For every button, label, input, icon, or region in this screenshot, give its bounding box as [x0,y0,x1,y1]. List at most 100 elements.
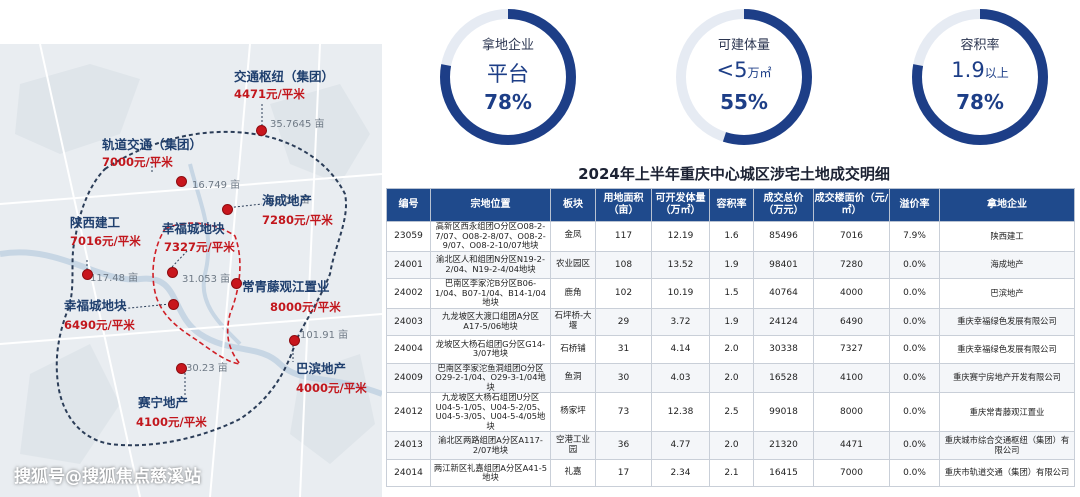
map-coord-label: 60.02 亩 [268,195,310,206]
table-cell: 0.0% [889,431,940,460]
price-label: 8000元/平米 [270,300,341,314]
table-cell: 巴南区李家沱B分区B06-1/04、B07-1/04、B14-1/04地块 [430,278,551,309]
column-header[interactable]: 可开发体量（万㎡） [651,188,710,222]
table-cell: 23059 [386,221,431,252]
table-cell: 6490 [813,307,890,337]
table-row[interactable]: 24001 渝北区人和组团N分区N19-2-2/04、N19-2-4/04地块 农业… [386,250,1075,280]
map-base-graphic [0,44,382,497]
developer-label: 常青藤观江置业 [242,279,330,294]
table-cell: 16415 [753,458,814,488]
table-cell: 24014 [386,458,431,488]
developer-label: 幸福城地块 [162,221,225,236]
table-cell: 礼嘉 [550,458,596,488]
table-row[interactable]: 24002 巴南区李家沱B分区B06-1/04、B07-1/04、B14-1/04… [386,278,1075,309]
table-row[interactable]: 24009 巴南区李家沱鱼洞组团O分区O29-2-1/04、O29-3-1/04地… [386,362,1075,394]
table-row[interactable]: 23059 高新区西永组团O分区O08-2-7/07、O08-2-8/07、O08… [386,221,1075,252]
land-deals-table: 编号 宗地位置 板块 用地面积（亩） 可开发体量（万㎡） 容积率 成交总价（万元… [386,188,1075,488]
table-cell: 鹿角 [550,278,596,309]
column-header[interactable]: 成交总价（万元） [753,188,814,222]
table-cell: 龙坡区大杨石组团G分区G14-3/07地块 [430,335,551,364]
table-cell: 2.0 [709,362,754,394]
land-plot-marker[interactable] [167,267,178,278]
land-plot-marker[interactable] [176,363,187,374]
column-header[interactable]: 板块 [550,188,596,222]
column-header[interactable]: 容积率 [709,188,754,222]
table-row[interactable]: 24003 九龙坡区大渡口组团A分区A17-5/06地块 石坪桥-大堰 29 3.72 1… [386,307,1075,337]
table-cell: 重庆城市综合交通枢纽（集团）有限公司 [939,431,1075,460]
column-header[interactable]: 溢价率 [889,188,940,222]
table-cell: 4100 [813,362,890,394]
table-cell: 渝北区两路组团A分区A117-2/07地块 [430,431,551,460]
land-plot-marker[interactable] [168,299,179,310]
table-row[interactable]: 24014 两江新区礼嘉组团A分区A41-5地块 礼嘉 17 2.34 2.1 16415 7… [386,458,1075,488]
table-cell: 102 [595,278,652,309]
gauge-value: 1.9以上 [905,58,1055,82]
table-cell: 73 [595,392,652,433]
table-cell: 陕西建工 [939,221,1075,252]
table-cell: 7016 [813,221,890,252]
table-cell: 海成地产 [939,250,1075,280]
map-coord-label: 30.23 亩 [186,363,228,374]
column-header[interactable]: 编号 [386,188,431,222]
table-cell: 108 [595,250,652,280]
table-cell: 24012 [386,392,431,433]
price-label: 4000元/平米 [296,381,367,395]
gauge-build-volume: 可建体量 <5万㎡ 55% [669,2,819,152]
table-cell: 0.0% [889,335,940,364]
table-cell: 4.03 [651,362,710,394]
table-row[interactable]: 24012 九龙坡区大杨石组团U分区U04-5-1/05、U04-5-2/05、U… [386,392,1075,433]
gauge-ring [676,9,812,145]
gauge-label: 容积率 [960,38,1000,53]
column-header[interactable]: 成交楼面价（元/㎡） [813,188,890,222]
table-cell: 1.6 [709,221,754,252]
land-map[interactable]: 35.7645 亩 16.749 亩 60.02 亩 117.48 亩 31.0… [0,44,382,497]
table-cell: 10.19 [651,278,710,309]
table-cell: 24001 [386,250,431,280]
land-plot-marker[interactable] [82,269,93,280]
table-cell: 石桥铺 [550,335,596,364]
price-label: 4471元/平米 [234,87,305,101]
gauge-value-unit: 万㎡ [747,66,772,80]
table-cell: 0.0% [889,278,940,309]
price-label: 7016元/平米 [70,234,141,248]
land-plot-marker[interactable] [222,204,233,215]
map-coord-label: 117.48 亩 [90,273,139,284]
gauge-value: 平台 [433,58,583,88]
table-cell: 重庆市轨道交通（集团）有限公司 [939,458,1075,488]
table-cell: 金凤 [550,221,596,252]
table-cell: 农业园区 [550,250,596,280]
table-title: 2024年上半年重庆中心城区涉宅土地成交明细 [578,165,890,183]
table-cell: 1.9 [709,307,754,337]
table-cell: 8000 [813,392,890,433]
table-cell: 1.5 [709,278,754,309]
developer-label: 交通枢纽（集团） [234,69,335,84]
gauge-ring [440,9,576,145]
land-plot-marker[interactable] [256,125,267,136]
table-cell: 7.9% [889,221,940,252]
gauge-label: 可建体量 [717,38,770,53]
gauge-percent: 55% [720,90,768,114]
gauge-percent: 78% [484,90,532,114]
table-cell: 24009 [386,362,431,394]
land-plot-marker[interactable] [176,176,187,187]
column-header[interactable]: 宗地位置 [430,188,551,222]
column-header[interactable]: 拿地企业 [939,188,1075,222]
table-cell: 4471 [813,431,890,460]
table-cell: 24004 [386,335,431,364]
table-cell: 24002 [386,278,431,309]
table-cell: 鱼洞 [550,362,596,394]
table-cell: 7327 [813,335,890,364]
table-cell: 重庆幸福绿色发展有限公司 [939,307,1075,337]
land-plot-marker[interactable] [289,335,300,346]
table-cell: 2.0 [709,431,754,460]
column-header[interactable]: 用地面积（亩） [595,188,652,222]
table-cell: 17 [595,458,652,488]
table-cell: 85496 [753,221,814,252]
table-cell: 40764 [753,278,814,309]
table-cell: 4.77 [651,431,710,460]
table-cell: 30338 [753,335,814,364]
table-row[interactable]: 24004 龙坡区大杨石组团G分区G14-3/07地块 石桥铺 31 4.14 2.0 30… [386,335,1075,364]
table-cell: 36 [595,431,652,460]
land-plot-marker[interactable] [231,278,242,289]
table-row[interactable]: 24013 渝北区两路组团A分区A117-2/07地块 空港工业园 36 4.77 2.0… [386,431,1075,460]
